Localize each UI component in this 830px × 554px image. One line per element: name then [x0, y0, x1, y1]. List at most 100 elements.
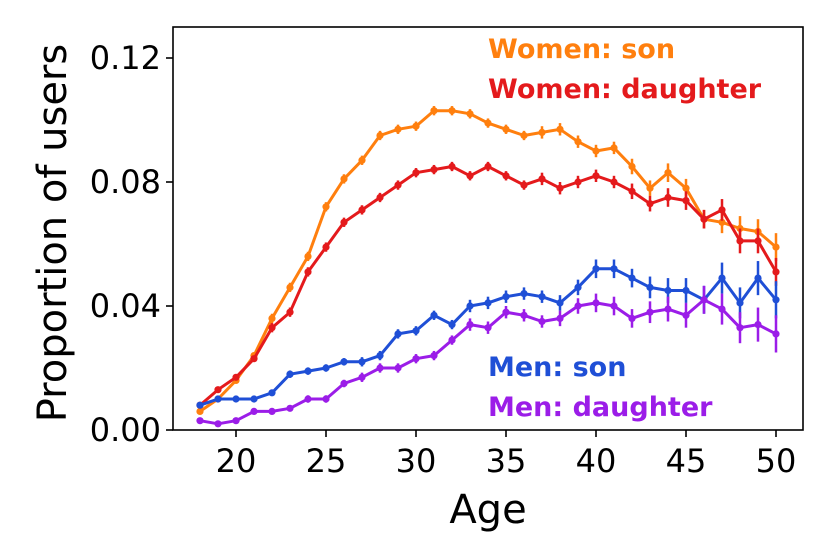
data-point [340, 175, 348, 183]
legend-men-son: Men: son [488, 352, 626, 383]
data-point [286, 404, 294, 412]
data-point [538, 293, 546, 301]
data-point [556, 184, 564, 192]
data-point [376, 193, 384, 202]
data-point [610, 265, 618, 273]
data-point [736, 299, 744, 307]
data-point [358, 206, 366, 214]
data-point [466, 172, 474, 180]
data-point [664, 193, 672, 202]
x-tick-label: 25 [306, 442, 347, 480]
data-point [772, 296, 780, 304]
data-point [592, 147, 600, 155]
data-point [520, 290, 528, 298]
data-point [592, 265, 600, 273]
data-point [502, 125, 510, 133]
data-point [520, 311, 528, 319]
data-point [484, 162, 492, 171]
data-point [520, 181, 528, 189]
data-point [214, 420, 222, 428]
data-point [232, 373, 240, 381]
data-point [592, 172, 600, 180]
data-point [322, 243, 330, 251]
data-point [628, 314, 636, 322]
data-point [700, 296, 708, 304]
data-point [196, 417, 204, 425]
data-point [538, 128, 546, 136]
data-point [646, 283, 654, 291]
data-point [466, 302, 474, 310]
data-point [430, 107, 438, 115]
data-point [448, 336, 456, 344]
y-tick-label: 0.12 [90, 39, 161, 77]
data-point [718, 305, 726, 313]
data-point [196, 407, 204, 415]
data-point [754, 237, 762, 245]
data-point [448, 107, 456, 115]
data-point [358, 373, 366, 381]
data-point [286, 308, 294, 316]
data-point [430, 352, 438, 360]
data-point [268, 407, 276, 415]
ticks-layer: 20 25 30 35 40 45 50 0.00 0.04 0.08 0.12 [90, 39, 797, 480]
y-tick-label: 0.04 [90, 287, 161, 325]
data-point [736, 237, 744, 245]
data-point [484, 119, 492, 127]
data-point [286, 283, 294, 291]
data-point [520, 131, 528, 140]
data-point [430, 166, 438, 174]
data-point [268, 324, 276, 332]
data-point [448, 321, 456, 329]
data-point [502, 172, 510, 180]
data-point [214, 386, 222, 394]
data-point [664, 169, 672, 177]
data-point [664, 286, 672, 295]
data-point [466, 110, 474, 118]
legend-women-son: Women: son [488, 34, 675, 65]
data-point [574, 178, 582, 186]
data-point [538, 317, 546, 326]
data-point [646, 184, 654, 192]
series-1 [196, 161, 780, 409]
data-point [430, 311, 438, 319]
data-point [250, 407, 258, 415]
data-point [268, 389, 276, 397]
data-point [322, 203, 330, 211]
data-point [304, 252, 312, 260]
data-point [484, 299, 492, 307]
data-point [250, 355, 258, 363]
data-point [754, 274, 762, 282]
data-point [718, 218, 726, 226]
data-point [286, 370, 294, 378]
data-point [232, 417, 240, 425]
data-point [628, 187, 636, 195]
data-point [718, 274, 726, 282]
data-point [394, 125, 402, 133]
data-point [556, 299, 564, 307]
data-point [394, 330, 402, 338]
data-point [394, 181, 402, 189]
x-axis-title: Age [449, 487, 526, 533]
data-point [358, 358, 366, 366]
data-point [484, 324, 492, 332]
x-tick-label: 35 [486, 442, 527, 480]
series-3 [196, 285, 780, 428]
data-point [412, 169, 420, 177]
data-point [628, 274, 636, 282]
data-point [682, 184, 690, 192]
data-point [718, 206, 726, 214]
y-tick-label: 0.00 [90, 411, 161, 449]
data-point [574, 283, 582, 291]
x-tick-label: 45 [666, 442, 707, 480]
data-point [376, 352, 384, 360]
x-tick-label: 30 [396, 442, 437, 480]
data-point [682, 311, 690, 319]
data-point [394, 364, 402, 372]
data-point [214, 395, 222, 403]
y-tick-label: 0.08 [90, 163, 161, 201]
data-point [772, 330, 780, 338]
data-point [754, 321, 762, 329]
data-point [556, 125, 564, 133]
data-point [196, 401, 204, 409]
data-point [412, 327, 420, 335]
